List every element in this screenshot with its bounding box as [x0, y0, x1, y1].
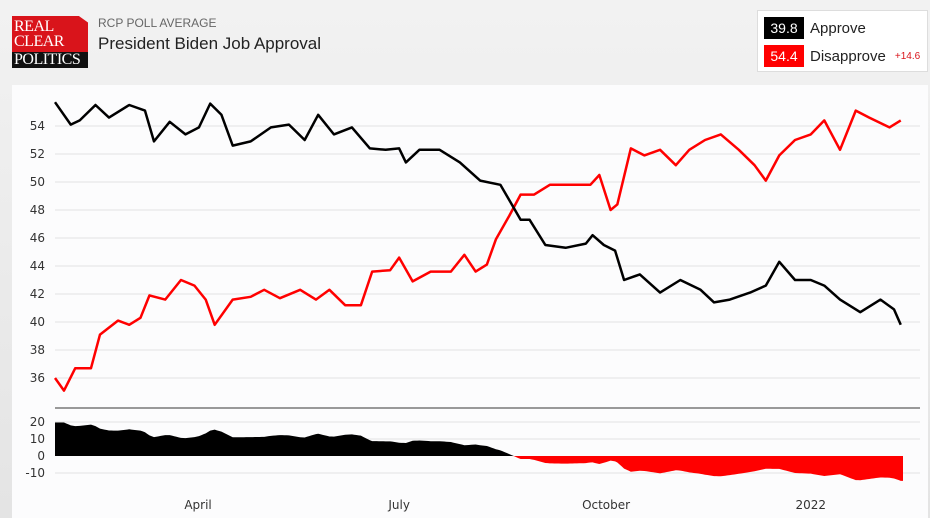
y-tick-label: 36 [30, 371, 45, 385]
y-tick-label: 42 [30, 287, 45, 301]
spread-tick-label: -10 [25, 466, 45, 480]
y-tick-label: 46 [30, 231, 45, 245]
legend: 39.8 Approve 54.4 Disapprove +14.6 [757, 10, 928, 72]
subtitle: RCP POLL AVERAGE [98, 16, 217, 30]
x-tick-label: April [184, 498, 211, 512]
logo-line: REAL [14, 18, 54, 35]
y-tick-label: 40 [30, 315, 45, 329]
spread-value: +14.6 [894, 50, 921, 62]
approve-value: 39.8 [764, 17, 804, 39]
spread-area-approve [55, 422, 903, 456]
spread-tick-label: 10 [30, 432, 45, 446]
disapprove-label: Disapprove [810, 47, 886, 65]
y-tick-label: 52 [30, 147, 45, 161]
spread-area-disapprove [55, 456, 903, 481]
logo-line: POLITICS [12, 52, 88, 68]
legend-disapprove: 54.4 Disapprove +14.6 [764, 45, 920, 67]
y-tick-label: 50 [30, 175, 45, 189]
chart-title: President Biden Job Approval [98, 34, 322, 53]
y-tick-label: 44 [30, 259, 45, 273]
y-tick-label: 48 [30, 203, 45, 217]
x-tick-label: 2022 [796, 498, 827, 512]
x-tick-label: July [387, 498, 410, 512]
logo-line: CLEAR [14, 33, 64, 50]
approve-label: Approve [810, 19, 866, 37]
series-line-disapprove [53, 109, 902, 392]
disapprove-value: 54.4 [764, 45, 804, 67]
y-tick-label: 54 [30, 119, 45, 133]
y-tick-label: 38 [30, 343, 45, 357]
x-tick-label: October [582, 498, 630, 512]
spread-tick-label: 0 [37, 449, 45, 463]
legend-approve: 39.8 Approve [764, 17, 866, 39]
series-line-approve [53, 101, 902, 326]
rcp-logo: REAL CLEAR POLITICS [12, 16, 88, 68]
spread-tick-label: 20 [30, 415, 45, 429]
